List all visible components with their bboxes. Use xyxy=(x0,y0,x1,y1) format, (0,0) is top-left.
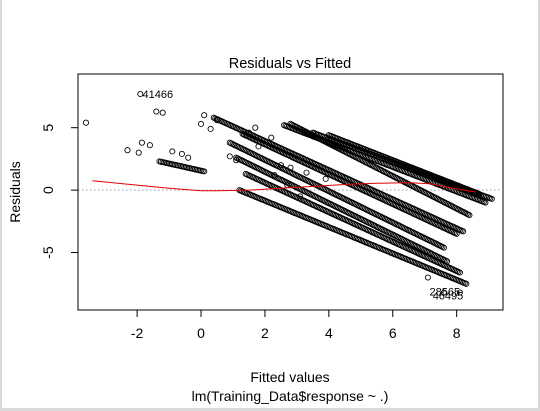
data-point xyxy=(82,119,90,126)
data-point xyxy=(322,175,329,182)
data-point xyxy=(268,134,275,141)
x-axis-label: Fitted values xyxy=(250,369,329,385)
data-point xyxy=(424,274,431,281)
data-point xyxy=(271,172,278,179)
data-point xyxy=(153,108,160,115)
data-point xyxy=(482,199,489,206)
data-point xyxy=(303,169,310,176)
x-tick-label: 4 xyxy=(325,325,333,341)
x-tick-label: 6 xyxy=(389,325,397,341)
x-tick-label: 8 xyxy=(453,325,461,341)
smoother-line xyxy=(92,180,476,193)
data-point xyxy=(213,117,221,124)
data-point xyxy=(124,147,131,154)
data-point xyxy=(135,149,142,156)
data-point xyxy=(146,142,153,149)
point-label: 46495 xyxy=(433,291,464,303)
data-point xyxy=(138,139,145,146)
data-point xyxy=(207,125,214,132)
data-point xyxy=(475,190,483,197)
data-point xyxy=(178,150,185,157)
data-point xyxy=(197,120,205,127)
y-tick-label: 5 xyxy=(40,124,56,132)
data-point xyxy=(255,143,262,150)
data-point xyxy=(460,228,467,235)
data-point xyxy=(226,153,233,160)
window-border-bottom xyxy=(0,408,540,411)
data-point xyxy=(137,90,144,98)
data-point xyxy=(440,244,447,251)
data-point xyxy=(456,269,463,276)
point-label: 41466 xyxy=(143,89,174,101)
x-tick-label: 0 xyxy=(197,325,205,341)
y-axis-label: Residuals xyxy=(7,161,23,222)
x-tick-label: -2 xyxy=(131,325,144,341)
data-point xyxy=(233,157,240,164)
y-axis: -5 0 5 xyxy=(40,124,79,259)
y-tick-label: 0 xyxy=(40,186,56,194)
data-point xyxy=(185,154,192,161)
window-border-left xyxy=(0,0,2,411)
model-formula-subtitle: lm(Training_Data$response ~ .) xyxy=(192,388,389,404)
data-point xyxy=(287,164,294,171)
data-point xyxy=(466,212,473,219)
data-point xyxy=(245,129,253,136)
x-axis: -2 0 2 4 6 8 xyxy=(131,309,461,341)
data-point xyxy=(488,195,495,202)
x-tick-label: 2 xyxy=(261,325,269,341)
data-point xyxy=(277,162,284,169)
smoother-layer xyxy=(92,180,476,193)
window-border-right xyxy=(538,0,540,411)
data-point xyxy=(297,193,304,200)
y-tick-label: -5 xyxy=(40,246,56,259)
data-point xyxy=(201,112,208,119)
data-point xyxy=(456,289,463,296)
data-point xyxy=(440,289,447,296)
data-point xyxy=(159,109,166,116)
data-point xyxy=(463,280,470,287)
chart-title: Residuals vs Fitted xyxy=(229,56,352,72)
data-point xyxy=(169,148,176,155)
data-point xyxy=(201,168,208,175)
data-point xyxy=(252,124,259,131)
point-label: 28565 xyxy=(430,286,461,298)
data-points-layer xyxy=(82,90,495,296)
